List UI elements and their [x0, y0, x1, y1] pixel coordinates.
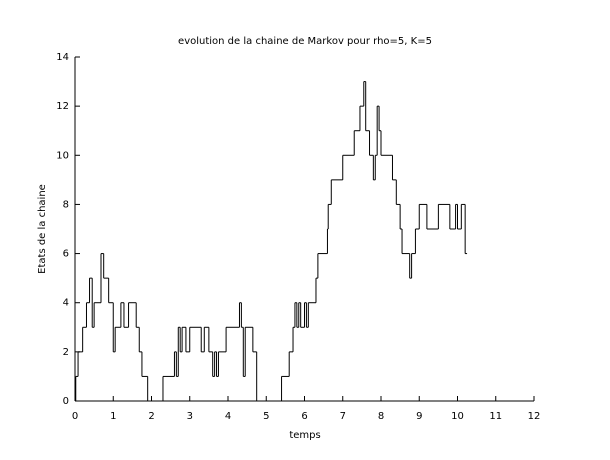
x-tick-label: 11 [489, 411, 502, 422]
x-tick-label: 4 [225, 411, 231, 422]
x-tick-label: 12 [528, 411, 541, 422]
y-tick-label: 6 [63, 249, 69, 260]
y-tick-label: 8 [63, 199, 69, 210]
x-axis-label: temps [289, 430, 320, 441]
x-tick-label: 6 [301, 411, 307, 422]
y-tick-label: 0 [63, 396, 69, 407]
x-tick-label: 8 [378, 411, 384, 422]
x-tick-label: 2 [148, 411, 154, 422]
x-tick-label: 9 [416, 411, 422, 422]
x-tick-label: 3 [187, 411, 193, 422]
x-tick-label: 0 [72, 411, 78, 422]
chart-title: evolution de la chaine de Markov pour rh… [178, 36, 432, 47]
y-tick-label: 10 [56, 150, 69, 161]
y-axis-label: Etats de la chaine [37, 184, 48, 274]
x-tick-label: 5 [263, 411, 269, 422]
x-tick-label: 7 [340, 411, 346, 422]
x-tick-label: 1 [110, 411, 116, 422]
y-tick-label: 14 [56, 52, 69, 63]
y-tick-label: 4 [63, 298, 69, 309]
y-tick-label: 2 [63, 347, 69, 358]
x-tick-label: 10 [451, 411, 464, 422]
y-tick-label: 12 [56, 101, 69, 112]
